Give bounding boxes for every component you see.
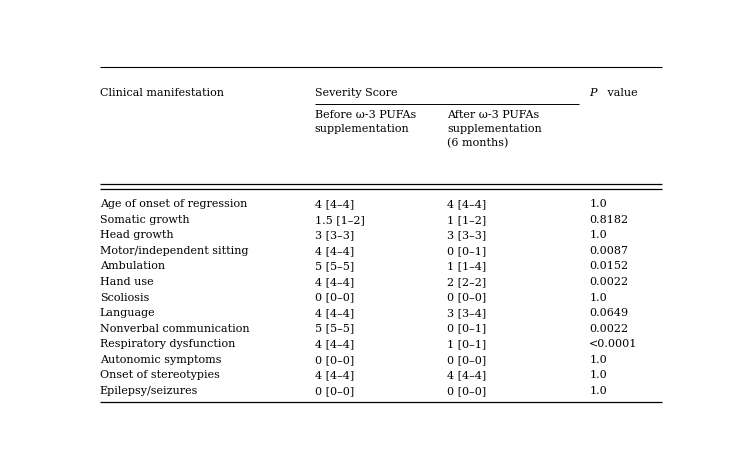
- Text: Severity Score: Severity Score: [314, 88, 397, 98]
- Text: 3 [3–4]: 3 [3–4]: [447, 308, 486, 318]
- Text: 1.0: 1.0: [589, 370, 607, 381]
- Text: 0.0649: 0.0649: [589, 308, 629, 318]
- Text: 4 [4–4]: 4 [4–4]: [314, 339, 354, 349]
- Text: 4 [4–4]: 4 [4–4]: [314, 308, 354, 318]
- Text: 0 [0–0]: 0 [0–0]: [314, 386, 354, 396]
- Text: Onset of stereotypies: Onset of stereotypies: [100, 370, 220, 381]
- Text: 0 [0–0]: 0 [0–0]: [447, 386, 486, 396]
- Text: Scoliosis: Scoliosis: [100, 292, 149, 302]
- Text: 0.0022: 0.0022: [589, 324, 629, 334]
- Text: 0.0152: 0.0152: [589, 262, 629, 271]
- Text: 4 [4–4]: 4 [4–4]: [447, 370, 486, 381]
- Text: Autonomic symptoms: Autonomic symptoms: [100, 355, 221, 365]
- Text: Respiratory dysfunction: Respiratory dysfunction: [100, 339, 236, 349]
- Text: 0.0087: 0.0087: [589, 246, 629, 256]
- Text: 1 [1–2]: 1 [1–2]: [447, 215, 486, 225]
- Text: 4 [4–4]: 4 [4–4]: [314, 277, 354, 287]
- Text: 0 [0–0]: 0 [0–0]: [314, 355, 354, 365]
- Text: 4 [4–4]: 4 [4–4]: [314, 246, 354, 256]
- Text: Somatic growth: Somatic growth: [100, 215, 189, 225]
- Text: 0 [0–1]: 0 [0–1]: [447, 324, 486, 334]
- Text: 0 [0–0]: 0 [0–0]: [447, 355, 486, 365]
- Text: 5 [5–5]: 5 [5–5]: [314, 324, 354, 334]
- Text: 0 [0–0]: 0 [0–0]: [314, 292, 354, 302]
- Text: 1 [0–1]: 1 [0–1]: [447, 339, 486, 349]
- Text: 1.0: 1.0: [589, 230, 607, 241]
- Text: 1 [1–4]: 1 [1–4]: [447, 262, 486, 271]
- Text: 0 [0–0]: 0 [0–0]: [447, 292, 486, 302]
- Text: 0 [0–1]: 0 [0–1]: [447, 246, 486, 256]
- Text: 3 [3–3]: 3 [3–3]: [447, 230, 486, 241]
- Text: Language: Language: [100, 308, 155, 318]
- Text: <0.0001: <0.0001: [589, 339, 637, 349]
- Text: 1.0: 1.0: [589, 199, 607, 209]
- Text: value: value: [603, 88, 637, 98]
- Text: 1.5 [1–2]: 1.5 [1–2]: [314, 215, 365, 225]
- Text: Before ω-3 PUFAs
supplementation: Before ω-3 PUFAs supplementation: [314, 110, 416, 134]
- Text: 4 [4–4]: 4 [4–4]: [447, 199, 486, 209]
- Text: Head growth: Head growth: [100, 230, 173, 241]
- Text: After ω-3 PUFAs
supplementation
(6 months): After ω-3 PUFAs supplementation (6 month…: [447, 110, 542, 148]
- Text: Motor/independent sitting: Motor/independent sitting: [100, 246, 248, 256]
- Text: Ambulation: Ambulation: [100, 262, 165, 271]
- Text: 1.0: 1.0: [589, 355, 607, 365]
- Text: 0.8182: 0.8182: [589, 215, 629, 225]
- Text: 2 [2–2]: 2 [2–2]: [447, 277, 486, 287]
- Text: P: P: [589, 88, 597, 98]
- Text: 4 [4–4]: 4 [4–4]: [314, 370, 354, 381]
- Text: Age of onset of regression: Age of onset of regression: [100, 199, 247, 209]
- Text: 5 [5–5]: 5 [5–5]: [314, 262, 354, 271]
- Text: 4 [4–4]: 4 [4–4]: [314, 199, 354, 209]
- Text: 3 [3–3]: 3 [3–3]: [314, 230, 354, 241]
- Text: Clinical manifestation: Clinical manifestation: [100, 88, 224, 98]
- Text: 1.0: 1.0: [589, 292, 607, 302]
- Text: 1.0: 1.0: [589, 386, 607, 396]
- Text: Hand use: Hand use: [100, 277, 153, 287]
- Text: 0.0022: 0.0022: [589, 277, 629, 287]
- Text: Nonverbal communication: Nonverbal communication: [100, 324, 250, 334]
- Text: Epilepsy/seizures: Epilepsy/seizures: [100, 386, 198, 396]
